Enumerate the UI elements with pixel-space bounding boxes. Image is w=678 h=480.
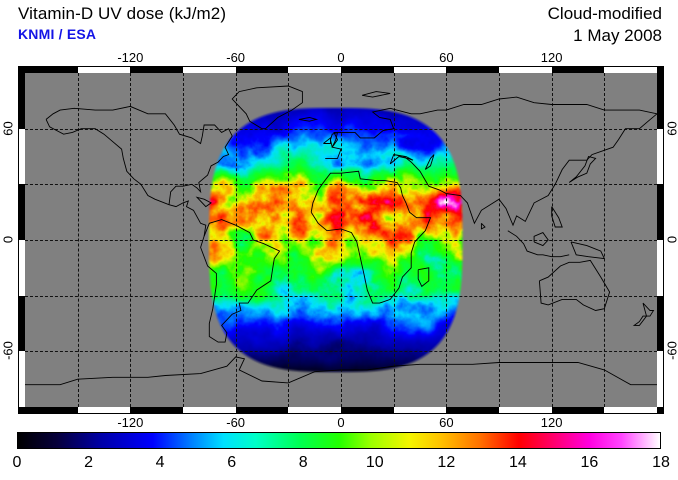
border-tick-segment (19, 184, 25, 240)
x-axis-tick-label: -60 (226, 50, 246, 65)
coastline (45, 119, 207, 237)
border-tick-segment (235, 67, 289, 73)
map-plot-area (25, 73, 657, 407)
gridline-latitude (25, 240, 657, 241)
x-axis-tick-label: -120 (117, 415, 144, 430)
y-axis-tick-label: 60 (0, 120, 16, 136)
coastline (389, 113, 657, 227)
coastline (45, 105, 233, 205)
y-axis-tick-label-right: 60 (664, 120, 678, 136)
colorbar-tick-label: 2 (84, 454, 93, 471)
colorbar-tick-label: 4 (155, 454, 165, 471)
coastline (25, 356, 657, 386)
border-tick-segment (130, 67, 183, 73)
border-tick-segment (446, 67, 499, 73)
border-tick-segment (19, 67, 25, 73)
coastline (298, 117, 319, 122)
page-title: Vitamin-D UV dose (kJ/m2) (18, 4, 227, 23)
border-tick-segment (19, 407, 25, 413)
gridline-latitude (25, 351, 657, 353)
coastline (231, 85, 303, 130)
border-tick-segment (551, 407, 605, 413)
coastline (389, 154, 414, 165)
colorbar-tick-label: 0 (12, 454, 22, 471)
x-axis-tick-label: 0 (337, 50, 345, 65)
coastline (361, 91, 391, 98)
border-tick-segment (657, 295, 663, 352)
y-axis-tick-label: 0 (0, 235, 16, 244)
gridline-latitude (25, 184, 657, 186)
coastline (533, 232, 549, 247)
coastline (424, 154, 435, 170)
colorbar-tick-label: 8 (298, 454, 308, 471)
map-tick-border (19, 67, 663, 413)
y-axis-tick-label-right: 0 (664, 235, 678, 244)
x-axis-tick-label: 120 (540, 415, 563, 430)
colorbar-tick-label: 16 (580, 454, 599, 471)
y-axis-tick-label-right: -60 (664, 341, 678, 361)
x-axis-tick-label: -120 (117, 50, 144, 65)
y-axis-tick-label: -60 (0, 341, 16, 361)
coastline (417, 267, 430, 288)
x-axis-tick-label: 60 (439, 415, 454, 430)
x-axis-tick-label: 60 (439, 50, 454, 65)
coastline (570, 241, 606, 260)
border-tick-segment (657, 67, 663, 73)
border-tick-segment (341, 407, 394, 413)
border-tick-segment (341, 67, 394, 73)
coastline (568, 155, 597, 183)
colorbar-panel: 0 2 4 6 8 10 12 14 16 18 (13, 432, 670, 478)
provider-label: KNMI / ESA (18, 26, 97, 42)
map-panel (18, 66, 664, 414)
coastline (200, 219, 281, 343)
coastline (632, 302, 655, 326)
border-tick-segment (19, 295, 25, 352)
coastline (310, 170, 432, 304)
x-axis-tick-label: 0 (337, 415, 345, 430)
border-tick-segment (25, 67, 78, 73)
x-axis-tick-label: 120 (540, 50, 563, 65)
coastline (323, 136, 331, 144)
border-tick-segment (130, 407, 183, 413)
colorbar-tick-label: 14 (508, 454, 527, 471)
coastline (538, 259, 611, 311)
border-tick-segment (657, 184, 663, 240)
colorbar-tick-label: 6 (227, 454, 237, 471)
border-tick-segment (19, 73, 25, 129)
colorbar-tick-label: 10 (365, 454, 384, 471)
product-type-label: Cloud-modified (547, 4, 662, 23)
date-label: 1 May 2008 (573, 26, 662, 45)
coastline (195, 196, 212, 208)
gridline-latitude (25, 128, 657, 130)
border-tick-segment (551, 67, 605, 73)
colorbar-gradient (17, 432, 661, 449)
coastline (480, 222, 486, 230)
border-tick-segment (25, 407, 78, 413)
gridline-latitude (25, 295, 657, 297)
coastline (551, 206, 563, 228)
figure-header: Vitamin-D UV dose (kJ/m2) KNMI / ESA Clo… (0, 0, 678, 52)
colorbar-tick-label: 12 (437, 454, 456, 471)
coastline (507, 230, 570, 258)
border-tick-segment (657, 73, 663, 129)
border-tick-segment (446, 407, 499, 413)
border-tick-segment (235, 407, 289, 413)
border-tick-segment (657, 407, 663, 413)
colorbar-tick-label: 18 (652, 454, 670, 471)
coastline-overlay (25, 85, 657, 386)
x-axis-tick-label: -60 (226, 415, 246, 430)
